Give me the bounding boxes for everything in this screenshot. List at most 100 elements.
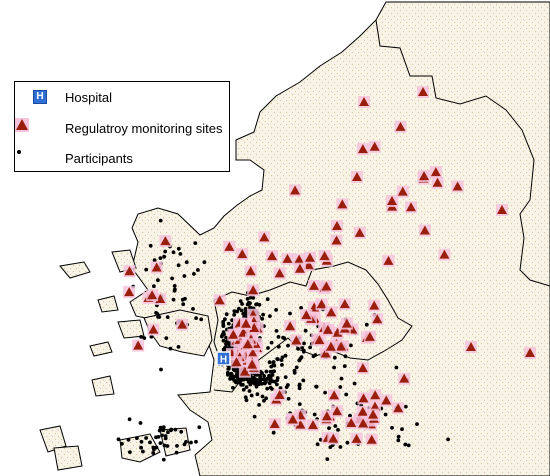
participant-dot [288, 312, 292, 316]
participant-dot [245, 385, 249, 389]
participant-dot [336, 428, 340, 432]
participant-dot [312, 354, 316, 358]
monitoring-site-marker [274, 267, 286, 279]
participant-dot [169, 428, 173, 432]
participant-dot [302, 342, 306, 346]
participant-dot [256, 381, 260, 385]
participant-dot [117, 437, 121, 441]
map-legend: H Hospital Regulatroy monitoring sites P… [14, 81, 230, 172]
participant-dot [296, 347, 300, 351]
monitoring-site-marker [364, 331, 376, 343]
participant-dot [140, 440, 144, 444]
participant-dot [316, 442, 320, 446]
monitoring-site-marker [398, 373, 410, 385]
participant-dot [257, 403, 261, 407]
land-mass [40, 2, 550, 476]
participant-dot [400, 427, 404, 431]
participant-dot [274, 308, 278, 312]
monitoring-site-marker [308, 280, 320, 292]
small-island-2 [60, 262, 90, 278]
hospital-h-icon: H [33, 90, 47, 104]
monitoring-site-marker [336, 198, 348, 210]
participant-dot [128, 417, 132, 421]
participant-dot [222, 339, 226, 343]
monitoring-site-marker [417, 86, 429, 98]
participant-dot [234, 380, 238, 384]
participant-dot [191, 307, 195, 311]
monitoring-site-marker [124, 265, 136, 277]
monitoring-site-marker [289, 185, 301, 197]
legend-label-hospital: Hospital [65, 90, 112, 105]
participant-dot [226, 367, 230, 371]
monitoring-site-marker [269, 418, 281, 430]
monitoring-site-marker [300, 309, 312, 321]
participant-dot [277, 335, 281, 339]
participant-dot [446, 438, 450, 442]
monitoring-site-marker [151, 262, 163, 274]
participant-dot [159, 256, 163, 260]
participant-dot [156, 278, 160, 282]
monitoring-site-marker [351, 433, 363, 445]
participant-dot [172, 250, 176, 254]
participant-dot [333, 424, 337, 428]
participant-dot [238, 380, 242, 384]
participant-dot [221, 322, 225, 326]
participant-dot [222, 332, 226, 336]
participant-dot [332, 366, 336, 370]
participant-dot [179, 430, 183, 434]
participant-dot [256, 392, 260, 396]
monitoring-site-marker [395, 121, 407, 133]
participant-dot [173, 288, 177, 292]
participant-dot [152, 284, 156, 288]
participant-dot [197, 425, 201, 429]
participant-dot [348, 414, 352, 418]
participant-dot [159, 441, 163, 445]
participant-dot [181, 302, 185, 306]
participant-dot [172, 298, 176, 302]
participant-dot [266, 346, 270, 350]
monitoring-site-marker [465, 341, 477, 353]
participant-dot [231, 386, 235, 390]
participant-dot [268, 360, 272, 364]
participant-dot [415, 422, 419, 426]
participant-dot [139, 446, 143, 450]
participant-dot [163, 444, 167, 448]
participant-dot [272, 431, 276, 435]
monitoring-site-marker [236, 248, 248, 260]
participant-dot [189, 441, 193, 445]
participant-dot [275, 329, 279, 333]
participant-dot [314, 385, 318, 389]
monitoring-site-marker [383, 255, 395, 267]
monitoring-site-marker [351, 171, 363, 183]
participant-dot [159, 219, 163, 223]
small-island-5 [90, 342, 112, 356]
hospital-marker-glyph: H [220, 355, 227, 366]
participant-dot [139, 335, 143, 339]
participant-dot [407, 444, 411, 448]
monitoring-site-marker [438, 249, 450, 261]
participant-dot [173, 284, 177, 288]
monitoring-site-marker [304, 252, 316, 264]
participant-dot [397, 435, 401, 439]
participant-dot [349, 344, 353, 348]
participant-dot [353, 382, 357, 386]
participant-dot [395, 366, 399, 370]
participant-dot [184, 440, 188, 444]
participant-dot [228, 377, 232, 381]
participant-dot [226, 373, 230, 377]
participant-dot [158, 429, 162, 433]
monitoring-site-marker [123, 286, 135, 298]
monitoring-site-marker [325, 341, 337, 353]
participant-dot [346, 441, 350, 445]
monitoring-site-marker [341, 318, 353, 330]
participant-dot [338, 385, 342, 389]
participant-dot [325, 457, 329, 461]
participant-dot [261, 313, 265, 317]
participant-dot [266, 297, 270, 301]
monitoring-site-marker [176, 319, 188, 331]
participant-dot [267, 374, 271, 378]
participant-dot [193, 241, 197, 245]
participant-dot [252, 381, 256, 385]
participant-dot [170, 277, 174, 281]
participant-dot [232, 313, 236, 317]
